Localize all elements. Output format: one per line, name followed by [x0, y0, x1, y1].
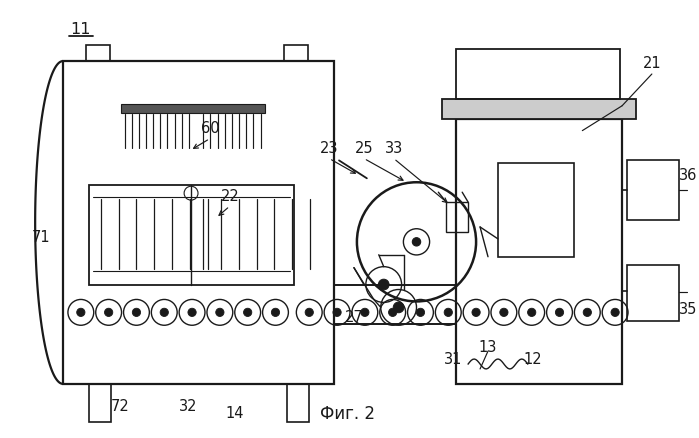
Circle shape	[160, 308, 168, 317]
Text: 71: 71	[31, 230, 50, 245]
Bar	[63, 61, 334, 384]
Circle shape	[188, 308, 196, 317]
Bar	[442, 99, 636, 119]
Circle shape	[216, 308, 224, 317]
Text: 31: 31	[444, 352, 463, 367]
Circle shape	[417, 308, 424, 317]
Circle shape	[472, 308, 480, 317]
Text: 32: 32	[179, 399, 197, 414]
Text: 27: 27	[345, 310, 363, 325]
Bar	[446, 202, 468, 232]
Circle shape	[305, 308, 313, 317]
Circle shape	[611, 308, 619, 317]
Bar	[627, 265, 679, 321]
Circle shape	[528, 308, 536, 317]
Text: 35: 35	[679, 302, 698, 317]
Circle shape	[361, 308, 369, 317]
Circle shape	[243, 308, 252, 317]
Circle shape	[444, 308, 452, 317]
Circle shape	[500, 308, 508, 317]
Bar	[86, 45, 110, 61]
Bar	[89, 384, 110, 422]
Text: 36: 36	[679, 168, 698, 183]
Text: 22: 22	[220, 189, 239, 204]
Bar	[456, 119, 622, 384]
Text: 23: 23	[320, 141, 338, 156]
Circle shape	[378, 279, 389, 290]
Text: 72: 72	[111, 399, 130, 414]
Circle shape	[556, 308, 563, 317]
Text: 60: 60	[201, 121, 219, 136]
Circle shape	[333, 308, 341, 317]
Circle shape	[412, 238, 421, 246]
Bar	[284, 45, 308, 61]
Circle shape	[105, 308, 113, 317]
Text: 12: 12	[524, 352, 542, 367]
Circle shape	[77, 308, 85, 317]
Bar	[89, 185, 294, 285]
Circle shape	[132, 308, 140, 317]
Text: 21: 21	[642, 56, 661, 71]
Text: 25: 25	[354, 141, 373, 156]
Circle shape	[583, 308, 591, 317]
Bar	[498, 163, 575, 257]
Bar	[120, 104, 264, 113]
Text: 11: 11	[71, 22, 91, 37]
Bar	[627, 160, 679, 220]
Circle shape	[389, 308, 397, 317]
Circle shape	[394, 302, 404, 313]
Circle shape	[271, 308, 280, 317]
Text: 33: 33	[384, 141, 403, 156]
Text: 13: 13	[479, 339, 497, 355]
Bar	[287, 384, 309, 422]
Bar	[456, 49, 620, 99]
Text: 14: 14	[226, 406, 244, 421]
Text: Фиг. 2: Фиг. 2	[320, 405, 375, 423]
